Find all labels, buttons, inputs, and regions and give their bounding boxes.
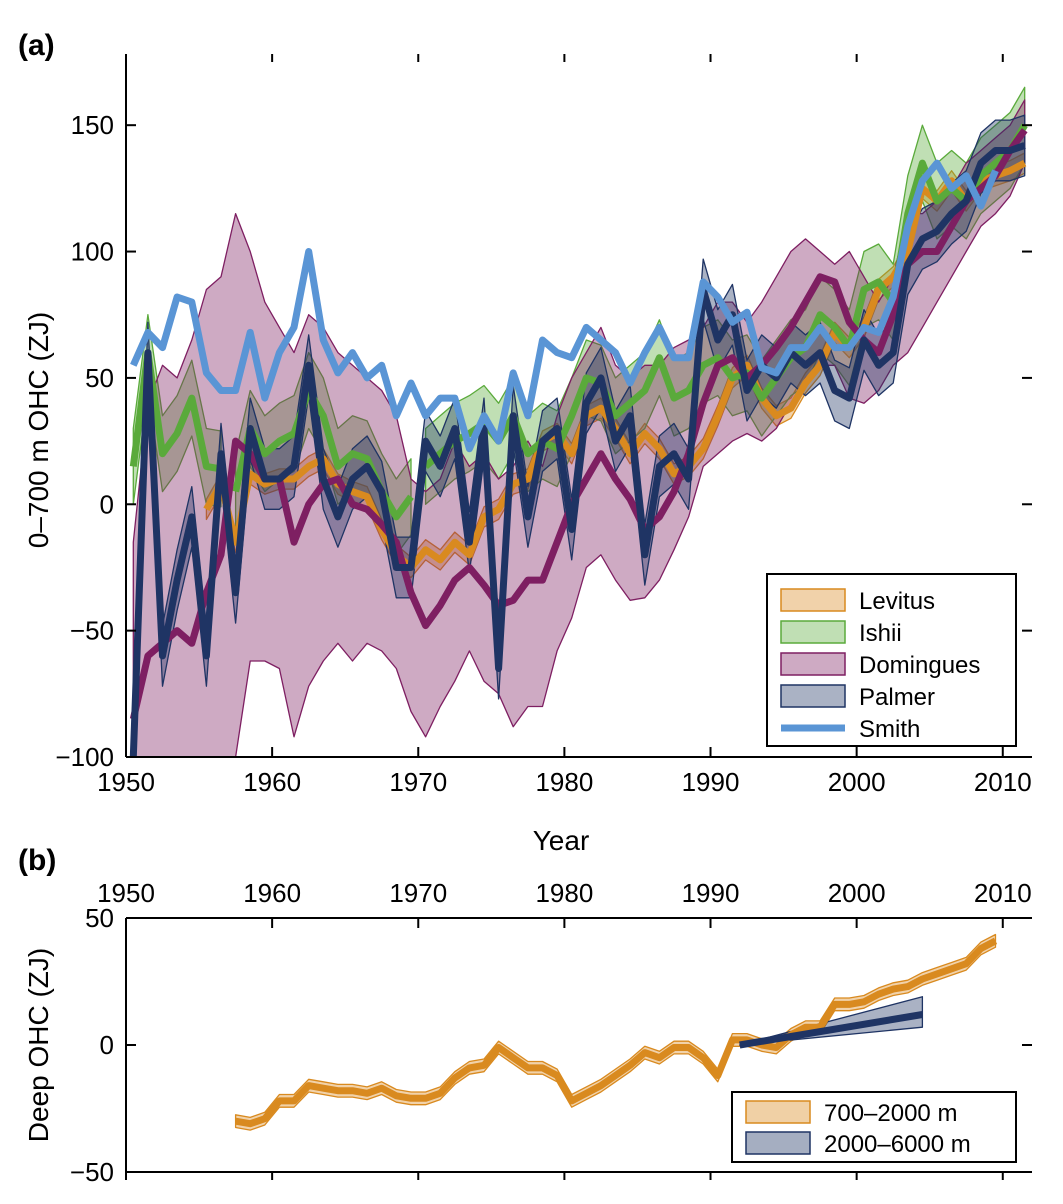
panel-a-y-tick-label: −100 xyxy=(55,742,114,772)
panel-a-y-tick-label: 50 xyxy=(85,363,114,393)
panel-b-series-lines xyxy=(235,937,998,1128)
panel-a-x-tick-label: 2000 xyxy=(828,767,886,797)
panel-a-x-tick-label: 1950 xyxy=(97,767,155,797)
panel-a-x-tick-label: 2010 xyxy=(974,767,1032,797)
panel-b-x-tick-label: 2010 xyxy=(974,878,1032,908)
panel-b-x-tick-label: 1990 xyxy=(682,878,740,908)
panel-a-y-tick-label: 150 xyxy=(71,110,114,140)
legend-label-domingues: Domingues xyxy=(859,652,980,679)
panel-a-ocean-heat-content: 1950 1960 1970 1980 1990 2000 2010 150 100 50 0 −50… xyxy=(23,54,1032,856)
panel-a-y-tick-label: 100 xyxy=(71,237,114,267)
panel-b-legend: 700–2000 m 2000–6000 m xyxy=(731,1091,1017,1163)
panel-b-x-tick-label: 1970 xyxy=(389,878,447,908)
panel-b-y-tick-label: 50 xyxy=(85,903,114,933)
line-ishii-2 xyxy=(423,123,1028,470)
legend-swatch-700-2000-m xyxy=(745,1100,811,1124)
panel-b-y-tick-label: 0 xyxy=(100,1030,114,1060)
legend-swatch-palmer xyxy=(780,684,846,708)
legend-swatch-domingues xyxy=(780,652,846,676)
panel-a-letter: (a) xyxy=(18,29,55,62)
panel-b-axes: 1950 1960 1970 1980 1990 2000 2010 50 0 −50 xyxy=(70,878,1032,1187)
panel-a-series-lines xyxy=(129,123,1028,757)
panel-a-legend-box xyxy=(766,573,1017,747)
legend-swatch-2000-6000-m xyxy=(745,1131,811,1155)
legend-label-smith: Smith xyxy=(859,716,920,743)
panel-a-y-tick-label: −50 xyxy=(70,616,114,646)
legend-label-palmer: Palmer xyxy=(859,684,935,711)
panel-a-x-tick-label: 1970 xyxy=(389,767,447,797)
panel-a-x-tick-label: 1990 xyxy=(682,767,740,797)
legend-label-ishii: Ishii xyxy=(859,620,902,647)
line-smith xyxy=(130,159,999,453)
panel-a-y-axis-title: 0–700 m OHC (ZJ) xyxy=(23,312,54,549)
panel-a-x-tick-label: 1960 xyxy=(243,767,301,797)
panel-b-y-tick-label: −50 xyxy=(70,1157,114,1187)
panel-a-axes: 1950 1960 1970 1980 1990 2000 2010 150 100 50 0 −50… xyxy=(55,54,1032,797)
panel-b-x-tick-label: 1960 xyxy=(243,878,301,908)
legend-label-700-2000-m: 700–2000 m xyxy=(824,1100,957,1127)
panel-b-x-tick-label: 2000 xyxy=(828,878,886,908)
legend-swatch-ishii xyxy=(780,620,846,644)
legend-label-levitus: Levitus xyxy=(859,588,935,615)
panel-b-y-axis-title: Deep OHC (ZJ) xyxy=(23,948,54,1142)
panel-b-letter: (b) xyxy=(18,844,56,877)
panel-b-x-tick-label: 1950 xyxy=(97,878,155,908)
legend-swatch-levitus xyxy=(780,588,846,612)
panel-b-x-tick-label: 1980 xyxy=(535,878,593,908)
panel-a-y-tick-label: 0 xyxy=(100,489,114,519)
line-2000-6000-m xyxy=(739,1011,923,1049)
panel-a-x-tick-label: 1980 xyxy=(535,767,593,797)
panel-a-x-axis-title: Year xyxy=(533,825,590,856)
panel-b-legend-box xyxy=(731,1091,1017,1163)
line-700-2000-m xyxy=(235,937,998,1128)
legend-label-2000-6000-m: 2000–6000 m xyxy=(824,1131,971,1158)
panel-b-deep-ocean-heat-content: 1950 1960 1970 1980 1990 2000 2010 50 0 −50 Deep … xyxy=(23,878,1032,1187)
band-700-2000-m xyxy=(234,933,997,1131)
panel-a-legend: Levitus Ishii Domingues Palmer Smith xyxy=(766,573,1017,747)
panel-b-uncertainty-bands xyxy=(234,933,997,1131)
band-2000-6000-m xyxy=(739,996,924,1046)
line-palmer xyxy=(129,142,1026,757)
